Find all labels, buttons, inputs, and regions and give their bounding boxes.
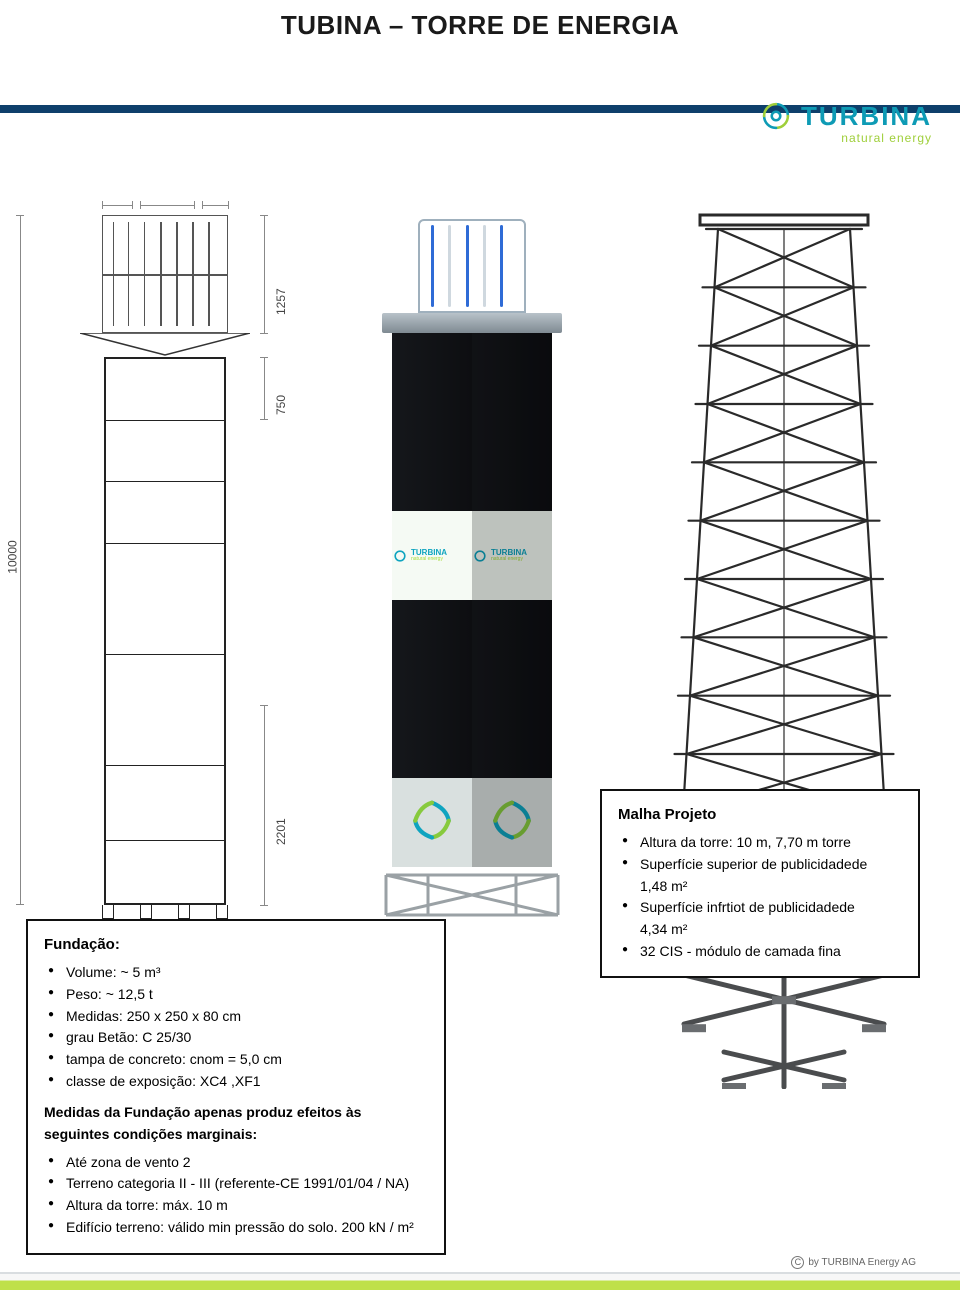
dim-1257: 1257 (274, 288, 288, 315)
list-item: grau Betão: C 25/30 (48, 1027, 428, 1049)
list-item: Superfície infrtiot de publicidadede4,34… (622, 897, 902, 940)
dim-750: 750 (274, 395, 288, 415)
render-body: TURBINA natural energy TURBINA natural e… (392, 333, 552, 867)
schematic-turbine (102, 215, 228, 333)
list-item: Superfície superior de publicidadede1,48… (622, 854, 902, 897)
page-title: TUBINA – TORRE DE ENERGIA (0, 0, 960, 59)
render-turbine (418, 219, 526, 313)
render-tower: TURBINA natural energy TURBINA natural e… (372, 219, 572, 919)
list-item: Volume: ~ 5 m³ (48, 962, 428, 984)
list-item: Peso: ~ 12,5 t (48, 984, 428, 1006)
list-item: Altura da torre: máx. 10 m (48, 1195, 428, 1217)
list-item: Até zona de vento 2 (48, 1152, 428, 1174)
list-item: classe de exposição: XC4 ,XF1 (48, 1071, 428, 1093)
header: TURBINA natural energy (0, 105, 960, 175)
box-foundation: Fundação: Volume: ~ 5 m³Peso: ~ 12,5 tMe… (26, 919, 446, 1255)
list-item: Terreno categoria II - III (referente-CE… (48, 1173, 428, 1195)
list-item: Altura da torre: 10 m, 7,70 m torre (622, 832, 902, 854)
copyright: Cby TURBINA Energy AG (791, 1256, 916, 1269)
box-mesh-title: Malha Projeto (618, 803, 902, 826)
dim-total-height: 10000 (10, 215, 36, 905)
schematic-cone (80, 333, 250, 357)
schematic-drawing: 10000 (40, 215, 290, 905)
brand-name: TURBINA (801, 101, 932, 132)
box-mesh-project: Malha Projeto Altura da torre: 10 m, 7,7… (600, 789, 920, 978)
box-foundation-list1: Volume: ~ 5 m³Peso: ~ 12,5 tMedidas: 250… (44, 962, 428, 1092)
render-base (378, 867, 566, 919)
content-canvas: 10000 (0, 175, 960, 1275)
footer-rule (0, 1272, 960, 1290)
list-item: Medidas: 250 x 250 x 80 cm (48, 1006, 428, 1028)
box-foundation-title: Fundação: (44, 933, 428, 956)
dim-total-label: 10000 (6, 540, 20, 573)
box-mesh-list: Altura da torre: 10 m, 7,70 m torreSuper… (618, 832, 902, 962)
render-cap (382, 313, 562, 333)
schematic-feet (102, 905, 228, 919)
list-item: 32 CIS - módulo de camada fina (622, 941, 902, 963)
schematic-tower-body (104, 357, 226, 905)
brand-tagline: natural energy (841, 131, 932, 145)
dims-right: 1257 750 2201 (254, 215, 308, 905)
dim-2201: 2201 (274, 818, 288, 845)
brand-logo: TURBINA natural energy (759, 99, 932, 145)
dim-top (80, 197, 250, 213)
list-item: tampa de concreto: cnom = 5,0 cm (48, 1049, 428, 1071)
box-foundation-subtitle: Medidas da Fundação apenas produz efeito… (44, 1102, 428, 1145)
list-item: Edifício terreno: válido min pressão do … (48, 1217, 428, 1239)
swirl-icon (759, 99, 793, 133)
box-foundation-list2: Até zona de vento 2Terreno categoria II … (44, 1152, 428, 1239)
